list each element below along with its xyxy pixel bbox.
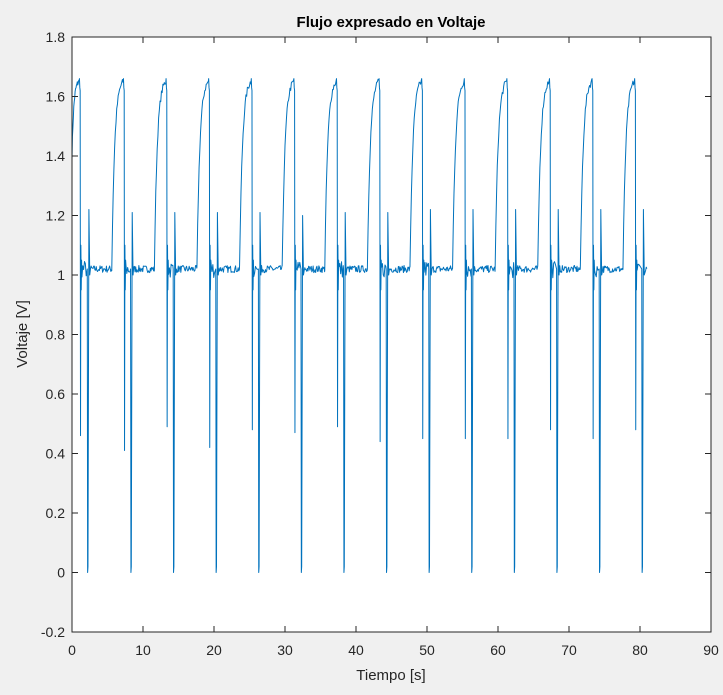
plot-area — [72, 37, 711, 632]
y-axis-ticks: -0.2 0 0.2 0.4 0.6 0.8 1 1.2 1.4 1.6 1.8 — [41, 29, 711, 640]
y-tick-label: 1.8 — [46, 29, 66, 45]
y-tick-label: 1.6 — [46, 89, 66, 105]
x-tick-label: 30 — [277, 642, 293, 658]
series-layer — [71, 78, 648, 573]
x-tick-label: 60 — [490, 642, 506, 658]
y-tick-label: 1 — [57, 267, 65, 283]
series-voltage-line — [71, 78, 648, 573]
y-tick-label: 0 — [57, 565, 65, 581]
y-axis-label: Voltaje [V] — [14, 300, 31, 368]
x-tick-label: 20 — [206, 642, 222, 658]
x-tick-label: 0 — [68, 642, 76, 658]
x-tick-label: 70 — [561, 642, 577, 658]
y-tick-label: 0.2 — [46, 505, 66, 521]
x-tick-label: 80 — [632, 642, 648, 658]
x-axis-ticks: 0 10 20 30 40 50 60 70 80 90 — [68, 37, 719, 658]
x-tick-label: 90 — [703, 642, 719, 658]
y-tick-label: 0.8 — [46, 327, 66, 343]
y-tick-label: -0.2 — [41, 624, 65, 640]
x-tick-label: 40 — [348, 642, 364, 658]
x-tick-label: 50 — [419, 642, 435, 658]
x-tick-label: 10 — [135, 642, 151, 658]
y-tick-label: 0.6 — [46, 386, 66, 402]
x-axis-label: Tiempo [s] — [356, 667, 425, 684]
y-tick-label: 1.2 — [46, 208, 66, 224]
y-tick-label: 0.4 — [46, 446, 66, 462]
chart-title: Flujo expresado en Voltaje — [297, 14, 486, 31]
y-tick-label: 1.4 — [46, 148, 66, 164]
